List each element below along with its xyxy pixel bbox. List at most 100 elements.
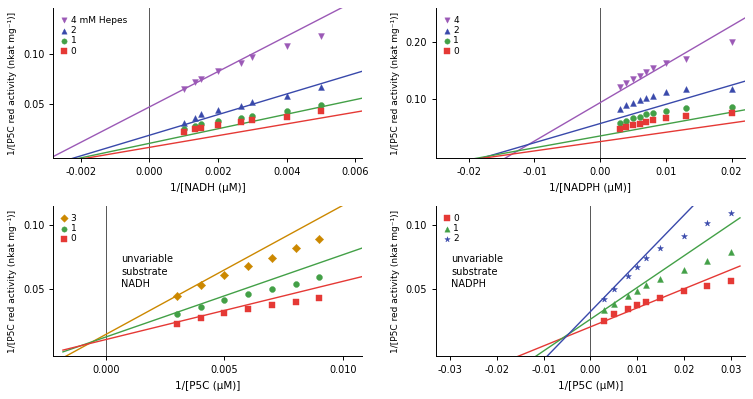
0 [212, 121, 224, 128]
2 [235, 103, 247, 110]
1 [640, 111, 652, 118]
2 [640, 255, 652, 262]
Legend: 3, 1, 0: 3, 1, 0 [58, 211, 79, 246]
2 [608, 286, 620, 292]
4 [614, 84, 626, 91]
4 mM Hepes [178, 86, 190, 93]
3 [242, 263, 255, 269]
2 [678, 233, 690, 239]
2 [599, 296, 611, 302]
0 [640, 119, 652, 125]
0 [620, 124, 633, 130]
0 [627, 122, 639, 128]
4 mM Hepes [195, 76, 207, 82]
2 [627, 99, 639, 106]
0 [246, 117, 258, 123]
Y-axis label: 1/[P5C red activity (nkat mg⁻¹)]: 1/[P5C red activity (nkat mg⁻¹)] [8, 210, 17, 353]
4 [660, 60, 672, 66]
2 [195, 111, 207, 118]
Legend: 4, 2, 1, 0: 4, 2, 1, 0 [441, 13, 462, 58]
4 [627, 76, 639, 82]
1 [640, 282, 652, 288]
0 [178, 128, 190, 135]
0 [194, 315, 206, 321]
2 [679, 85, 691, 92]
2 [631, 264, 643, 271]
0 [315, 108, 327, 115]
3 [290, 245, 302, 251]
1 [599, 307, 611, 314]
Y-axis label: 1/[P5C red activity (nkat mg⁻¹)]: 1/[P5C red activity (nkat mg⁻¹)] [8, 12, 17, 155]
0 [313, 294, 325, 301]
3 [194, 282, 206, 288]
0 [654, 294, 666, 301]
2 [647, 93, 659, 99]
1 [654, 276, 666, 282]
0 [235, 119, 247, 125]
2 [701, 220, 713, 226]
1 [725, 104, 737, 111]
0 [189, 125, 201, 132]
2 [246, 99, 258, 106]
0 [701, 283, 713, 290]
4 [647, 64, 659, 71]
1 [313, 274, 325, 280]
0 [640, 298, 652, 305]
4 [679, 56, 691, 62]
2 [189, 115, 201, 121]
3 [171, 293, 183, 300]
0 [608, 311, 620, 318]
4 [640, 68, 652, 75]
1 [724, 249, 736, 255]
1 [315, 102, 327, 109]
4 [725, 39, 737, 45]
1 [701, 258, 713, 264]
0 [242, 306, 255, 312]
Text: unvariable
substrate
NADH: unvariable substrate NADH [121, 254, 173, 289]
4 mM Hepes [212, 68, 224, 74]
2 [620, 102, 633, 109]
4 mM Hepes [235, 60, 247, 66]
2 [315, 84, 327, 91]
2 [660, 89, 672, 95]
2 [633, 97, 645, 104]
0 [725, 110, 737, 117]
1 [660, 107, 672, 114]
2 [654, 245, 666, 251]
X-axis label: 1/[NADPH (μM)]: 1/[NADPH (μM)] [549, 183, 631, 193]
1 [608, 301, 620, 307]
1 [235, 115, 247, 121]
1 [679, 105, 691, 111]
2 [724, 209, 736, 216]
2 [640, 95, 652, 101]
2 [622, 273, 634, 279]
Legend: 0, 1, 2: 0, 1, 2 [441, 211, 462, 246]
0 [647, 117, 659, 123]
2 [725, 86, 737, 92]
0 [678, 288, 690, 294]
1 [242, 291, 255, 297]
3 [218, 272, 230, 278]
1 [195, 120, 207, 127]
Y-axis label: 1/[P5C red activity (nkat mg⁻¹)]: 1/[P5C red activity (nkat mg⁻¹)] [391, 12, 400, 155]
1 [614, 120, 626, 126]
1 [290, 280, 302, 287]
1 [246, 112, 258, 119]
0 [622, 306, 634, 312]
1 [212, 117, 224, 124]
0 [218, 310, 230, 316]
Text: unvariable
substrate
NADPH: unvariable substrate NADPH [451, 254, 503, 289]
Y-axis label: 1/[P5C red activity (nkat mg⁻¹)]: 1/[P5C red activity (nkat mg⁻¹)] [391, 210, 400, 353]
1 [281, 108, 293, 115]
4 mM Hepes [246, 54, 258, 60]
1 [194, 303, 206, 310]
1 [622, 293, 634, 300]
1 [620, 118, 633, 124]
2 [178, 119, 190, 126]
1 [647, 110, 659, 116]
0 [724, 278, 736, 284]
1 [678, 267, 690, 273]
4 [633, 73, 645, 79]
X-axis label: 1/[NADH (μM)]: 1/[NADH (μM)] [170, 183, 245, 193]
0 [614, 125, 626, 132]
